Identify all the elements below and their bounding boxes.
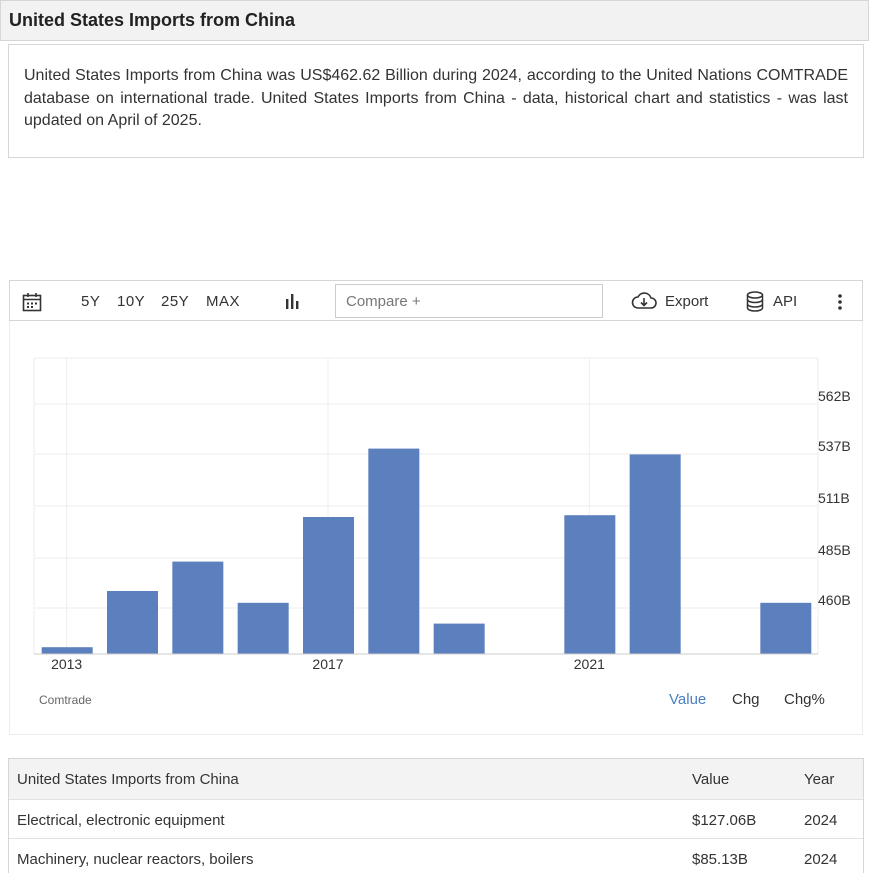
- more-vertical-icon[interactable]: [837, 293, 843, 311]
- table-row[interactable]: Electrical, electronic equipment $127.06…: [9, 799, 863, 838]
- y-tick-label: 485B: [818, 542, 851, 558]
- y-tick-label: 562B: [818, 388, 851, 404]
- cloud-download-icon[interactable]: [631, 291, 657, 311]
- table-header-row: United States Imports from China Value Y…: [9, 759, 863, 799]
- row-category[interactable]: Machinery, nuclear reactors, boilers: [17, 851, 254, 868]
- bar-2014[interactable]: [107, 591, 158, 654]
- range-25y-button[interactable]: 25Y: [161, 293, 190, 310]
- bar-2019[interactable]: [433, 623, 485, 654]
- export-button[interactable]: Export: [665, 293, 709, 310]
- bar-2024[interactable]: [760, 602, 812, 654]
- title-bar: United States Imports from China: [0, 0, 869, 41]
- column-header-year: Year: [804, 771, 835, 788]
- page-title: United States Imports from China: [9, 10, 296, 30]
- chart-toolbar: 5Y 10Y 25Y MAX Export API: [9, 280, 863, 321]
- row-category[interactable]: Electrical, electronic equipment: [17, 812, 225, 829]
- description-text: United States Imports from China was US$…: [24, 67, 848, 129]
- x-tick-label: 2017: [312, 656, 343, 672]
- imports-table: United States Imports from China Value Y…: [8, 758, 864, 873]
- chart-source: Comtrade: [39, 693, 92, 707]
- range-5y-button[interactable]: 5Y: [81, 293, 101, 310]
- row-year: 2024: [804, 812, 838, 829]
- calendar-icon[interactable]: [22, 292, 42, 312]
- database-icon[interactable]: [746, 291, 764, 312]
- column-header-value: Value: [692, 771, 730, 788]
- tab-chg[interactable]: Chg: [732, 691, 760, 708]
- bar-2015[interactable]: [172, 561, 224, 654]
- bar-2022[interactable]: [629, 454, 681, 654]
- range-10y-button[interactable]: 10Y: [117, 293, 146, 310]
- bar-2013[interactable]: [41, 647, 93, 654]
- bar-2021[interactable]: [564, 515, 616, 654]
- row-value: $85.13B: [692, 851, 748, 868]
- chart-panel: 460B 485B 511B 537B 562B 2013 2017 2021 Comtrad…: [9, 321, 863, 735]
- compare-input[interactable]: [335, 284, 603, 318]
- bar-2017[interactable]: [303, 517, 354, 654]
- y-tick-label: 460B: [818, 592, 851, 608]
- y-tick-label: 511B: [818, 490, 850, 506]
- row-year: 2024: [804, 851, 838, 868]
- column-header-category: United States Imports from China: [17, 771, 239, 788]
- bar-chart-icon[interactable]: [284, 293, 300, 309]
- range-max-button[interactable]: MAX: [206, 293, 241, 310]
- x-tick-label: 2013: [51, 656, 82, 672]
- bar-chart: 460B 485B 511B 537B 562B 2013 2017 2021: [33, 357, 851, 672]
- x-tick-label: 2021: [574, 656, 605, 672]
- y-tick-label: 537B: [818, 438, 851, 454]
- tab-chg-percent[interactable]: Chg%: [784, 691, 825, 708]
- bar-2016[interactable]: [237, 602, 289, 654]
- row-value: $127.06B: [692, 812, 757, 829]
- tab-value[interactable]: Value: [669, 691, 707, 708]
- api-button[interactable]: API: [773, 293, 798, 310]
- bar-2018[interactable]: [368, 448, 420, 654]
- table-row[interactable]: Machinery, nuclear reactors, boilers $85…: [9, 838, 863, 873]
- description-panel: United States Imports from China was US$…: [8, 44, 864, 158]
